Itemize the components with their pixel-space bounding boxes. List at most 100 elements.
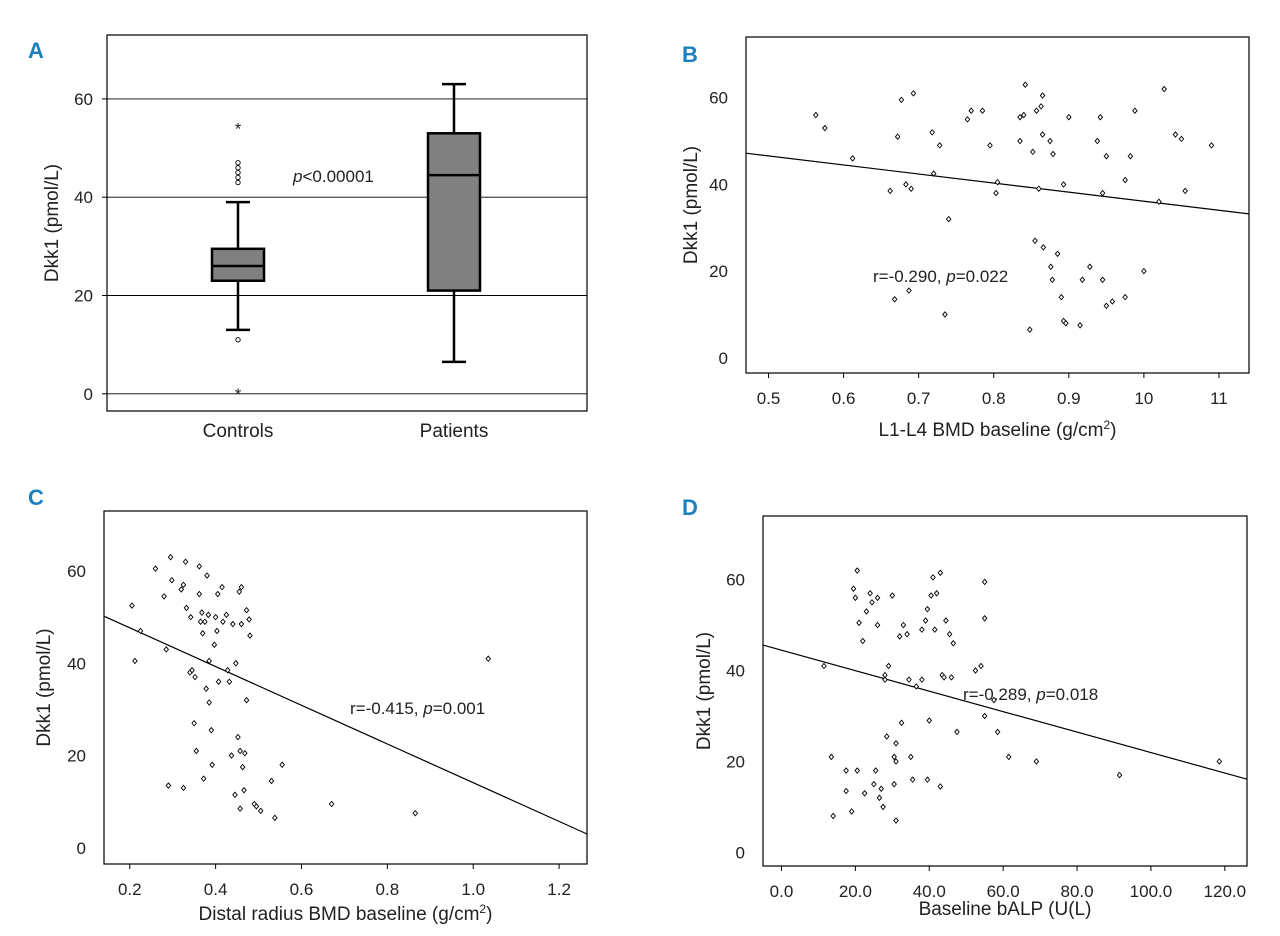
outlier-point: [235, 174, 241, 181]
data-point: [872, 767, 879, 774]
data-point: [223, 611, 230, 619]
data-point: [224, 666, 231, 674]
data-point: [214, 627, 220, 635]
plot-frame: [762, 515, 1248, 867]
data-point: [968, 107, 975, 114]
data-point: [1020, 111, 1027, 119]
data-point: [206, 699, 212, 706]
data-point: [1066, 113, 1072, 121]
data-point: [1103, 302, 1110, 310]
x-tick-label: 1.2: [547, 880, 571, 899]
x-tick-label: 1.0: [461, 880, 485, 899]
panel-c-scatter: C 0 20 40 60 Dkk1 (pmol/L) 0.2 0.4 0.6 0.8 1.0 1.2 D…: [28, 485, 588, 925]
data-point: [904, 630, 910, 638]
data-point: [871, 780, 877, 788]
data-point: [1058, 293, 1065, 301]
data-point: [232, 791, 238, 799]
stat-annotation: r=-0.415, p=0.001: [350, 699, 485, 718]
data-point: [854, 767, 861, 774]
y-axis-title: Dkk1 (pmol/L): [694, 632, 715, 750]
data-point: [272, 814, 278, 822]
data-point: [937, 783, 944, 790]
data-point: [235, 733, 241, 741]
data-point: [942, 311, 948, 318]
data-point: [129, 602, 135, 609]
data-point: [1122, 293, 1128, 301]
data-point: [981, 712, 988, 720]
data-point: [972, 667, 979, 674]
data-point: [945, 215, 952, 223]
x-tick-label: 0.6: [832, 389, 856, 408]
data-point: [854, 567, 861, 574]
data-point: [919, 676, 925, 683]
data-point: [197, 618, 204, 626]
data-point: [242, 749, 248, 757]
panel-a-boxplot: A 0 20 40 60 Dkk1 (pmol/L) * * Controls Patients p…: [28, 34, 588, 442]
category-label: Patients: [420, 421, 489, 442]
outlier-point: [235, 165, 241, 171]
x-tick-label: 40.0: [913, 882, 946, 901]
data-point: [1094, 137, 1101, 145]
data-point: [178, 586, 185, 593]
y-tick-label: 20: [726, 752, 745, 771]
y-axis-title: Dkk1 (pmol/L): [681, 146, 702, 264]
data-point: [268, 777, 275, 785]
data-point: [1132, 107, 1138, 114]
y-tick-label: 20: [67, 747, 86, 766]
x-tick-label: 120.0: [1204, 882, 1247, 901]
extreme-marker: *: [235, 119, 242, 138]
data-point: [215, 678, 222, 686]
data-point: [891, 780, 897, 788]
data-point: [926, 717, 933, 724]
data-point: [906, 676, 912, 683]
data-point: [850, 585, 857, 593]
data-point: [906, 287, 912, 294]
data-point: [1060, 181, 1067, 188]
data-point: [893, 817, 899, 824]
data-point: [187, 613, 194, 621]
data-point: [878, 785, 885, 793]
data-point: [214, 590, 221, 598]
data-point: [936, 142, 943, 149]
y-tick-label: 0: [719, 349, 728, 368]
y-tick-label: 40: [74, 188, 93, 207]
extreme-marker: *: [235, 385, 242, 404]
data-point: [1099, 189, 1106, 197]
data-point: [1033, 758, 1040, 765]
data-point: [848, 808, 855, 815]
data-point: [253, 803, 260, 810]
data-point: [932, 626, 938, 633]
data-point: [896, 633, 903, 640]
data-point: [1033, 107, 1040, 114]
data-point: [228, 752, 235, 759]
data-point: [279, 761, 285, 769]
plot-frame: [106, 34, 588, 412]
data-point: [924, 776, 931, 783]
y-axis-title: Dkk1 (pmol/L): [34, 628, 55, 746]
data-point: [132, 657, 138, 665]
data-point: [204, 572, 210, 579]
data-point: [163, 646, 170, 653]
data-point: [205, 611, 212, 619]
data-point: [1022, 81, 1029, 88]
data-point: [978, 662, 984, 670]
outlier-point: [235, 169, 241, 176]
data-point: [246, 616, 252, 623]
data-point: [869, 599, 875, 606]
x-tick-label: 60.0: [987, 882, 1020, 901]
stat-annotation: r=-0.289, p=0.018: [963, 685, 1098, 704]
data-point: [1017, 137, 1023, 145]
data-point: [238, 620, 245, 628]
x-tick-label: 20.0: [839, 882, 872, 901]
y-tick-label: 60: [709, 89, 728, 108]
x-tick-label: 11: [1210, 389, 1228, 408]
data-point: [885, 662, 892, 670]
data-point: [1029, 148, 1036, 156]
data-point: [239, 763, 246, 771]
data-point: [219, 583, 225, 591]
x-tick-label: 0.4: [204, 880, 228, 899]
panel-letter: C: [28, 485, 44, 510]
data-point: [987, 142, 993, 149]
data-point: [941, 674, 947, 681]
